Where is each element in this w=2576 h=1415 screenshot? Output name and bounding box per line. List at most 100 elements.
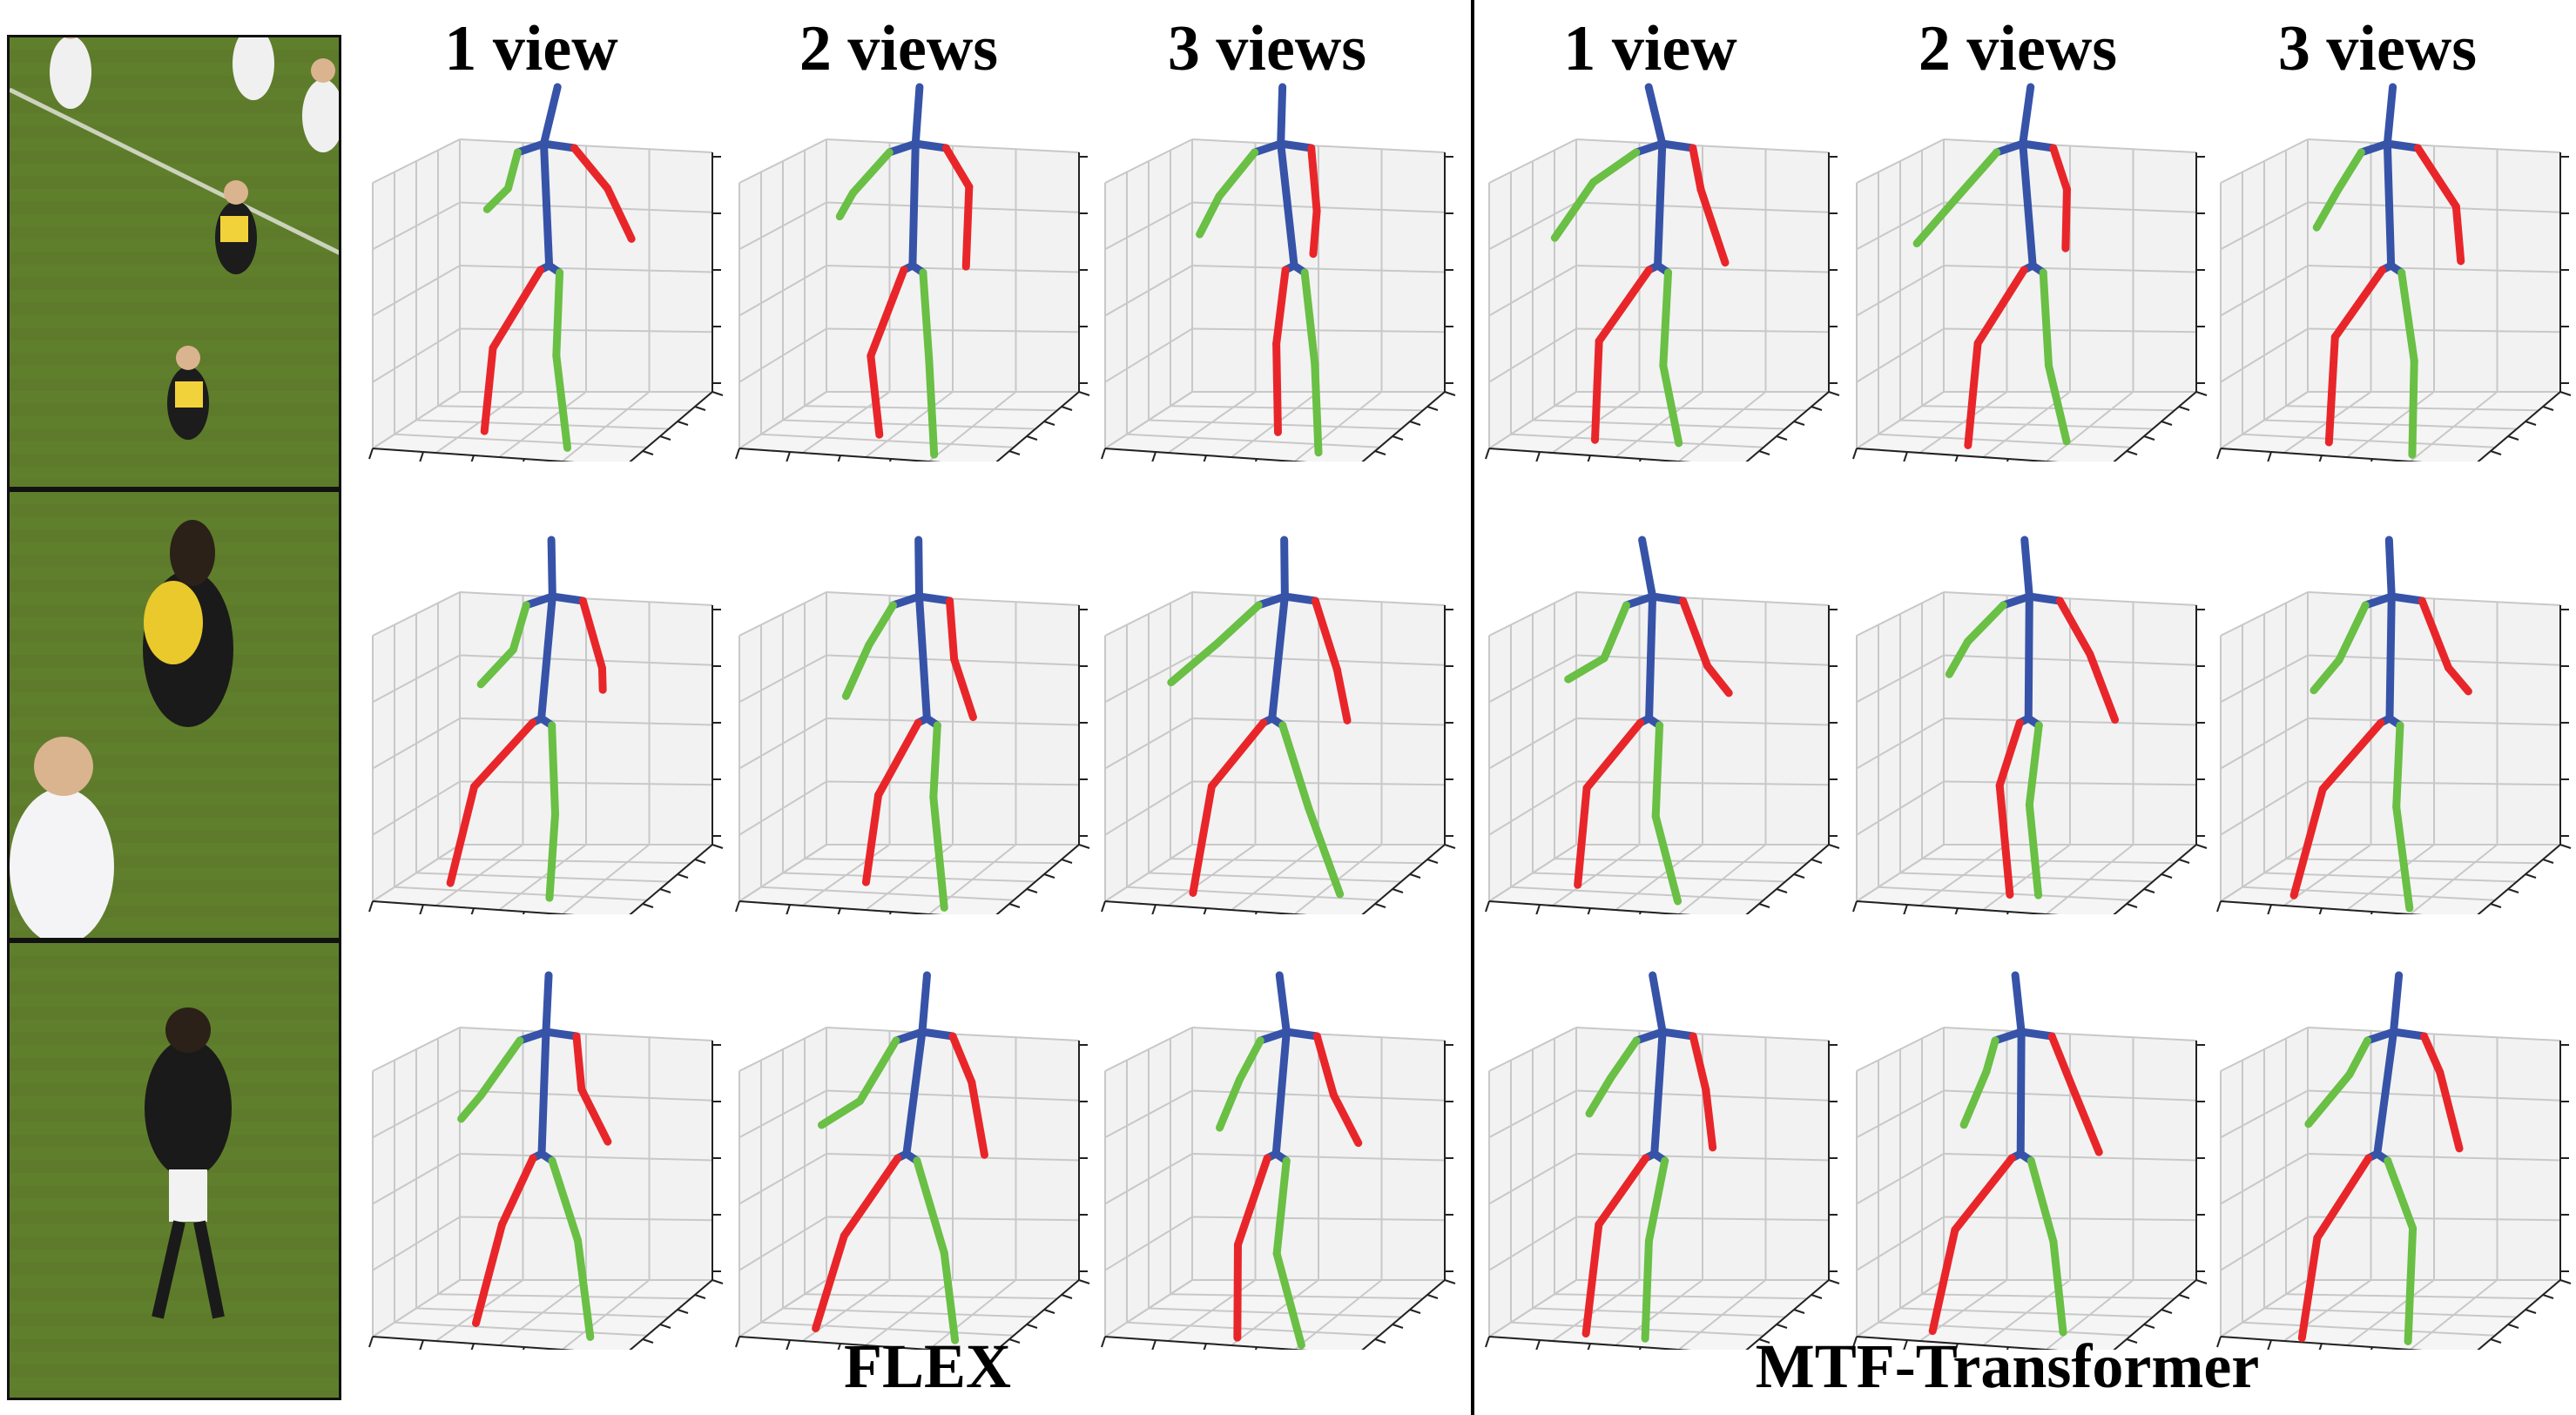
pose-panel-flex-row1-view2 bbox=[731, 52, 1091, 462]
skeleton-right-limb-bone bbox=[1564, 654, 1608, 684]
skeleton-right-limb-bone bbox=[482, 184, 512, 213]
pose-panel-mtf-row3-view3 bbox=[2212, 940, 2573, 1350]
skeleton-left-limb-bone bbox=[572, 1032, 586, 1094]
skeleton-left-limb-bone bbox=[1696, 185, 1730, 267]
skeleton-spine-bone bbox=[1275, 971, 1291, 1036]
column-title-flex-1: 1 view bbox=[444, 13, 618, 84]
skeleton-right-limb-bone bbox=[545, 810, 560, 902]
skeleton-spine-bone bbox=[911, 83, 924, 148]
skeleton-right-limb-bone bbox=[2345, 1036, 2372, 1079]
skeleton-right-limb-bone bbox=[1167, 638, 1222, 687]
skeleton-spine-bone bbox=[1254, 592, 1289, 610]
pose-3d-plot bbox=[368, 83, 724, 462]
skeleton-right-limb-bone bbox=[2312, 185, 2343, 232]
skeleton-spine-bone bbox=[2357, 139, 2391, 157]
skeleton-right-limb-bone bbox=[1272, 1156, 1291, 1258]
skeleton-right-limb-bone bbox=[1959, 1067, 1991, 1129]
skeleton-right-limb-bone bbox=[1606, 1036, 1641, 1082]
skeleton-spine-bone bbox=[1649, 971, 1667, 1036]
skeleton-spine-bone bbox=[911, 139, 950, 152]
skeleton-left-limb-bone bbox=[945, 596, 959, 664]
skeleton-spine-bone bbox=[1277, 139, 1298, 270]
skeleton-right-limb-bone bbox=[2334, 148, 2365, 194]
skeleton-right-limb-bone bbox=[476, 1036, 524, 1100]
skeleton-right-limb-bone bbox=[1651, 812, 1682, 906]
skeleton-left-limb-bone bbox=[570, 144, 611, 192]
skeleton-left-limb-bone bbox=[2324, 333, 2339, 447]
skeleton-spine-bone bbox=[1251, 139, 1285, 157]
skeleton-spine-bone bbox=[539, 139, 578, 152]
skeleton-spine-bone bbox=[542, 971, 553, 1036]
skeleton-spine-bone bbox=[1999, 592, 2033, 610]
skeleton-spine-bone bbox=[547, 536, 556, 601]
photo-icon bbox=[10, 492, 339, 938]
skeleton-left-limb-bone bbox=[2297, 1233, 2322, 1343]
skeleton-right-limb-bone bbox=[1213, 601, 1263, 647]
skeleton-spine-bone bbox=[1271, 1028, 1291, 1158]
photo-row-1 bbox=[7, 35, 341, 489]
pose-panel-flex-row1-view3 bbox=[1096, 52, 1457, 462]
skeleton-left-limb-bone bbox=[867, 352, 884, 439]
skeleton-right-limb-bone bbox=[548, 1156, 583, 1245]
skeleton-spine-bone bbox=[548, 592, 587, 605]
skeleton-spine-bone bbox=[2020, 536, 2033, 601]
skeleton-left-limb-bone bbox=[470, 718, 537, 791]
skeleton-left-limb-bone bbox=[1272, 266, 1290, 348]
skeleton-right-limb-bone bbox=[1651, 721, 1664, 821]
skeleton-left-limb-bone bbox=[2451, 202, 2465, 266]
skeleton-spine-bone bbox=[2383, 139, 2396, 270]
skeleton-left-limb-bone bbox=[941, 144, 974, 191]
skeleton-left-limb-bone bbox=[497, 1154, 537, 1229]
skeleton-spine-bone bbox=[539, 139, 554, 270]
skeleton-right-limb-bone bbox=[1964, 601, 2007, 646]
skeleton-left-limb-bone bbox=[961, 182, 974, 271]
skeleton-right-limb-bone bbox=[552, 268, 564, 360]
skeleton-right-limb-bone bbox=[2026, 1156, 2058, 1246]
skeleton-left-limb-bone bbox=[2418, 596, 2452, 672]
skeleton-spine-bone bbox=[1632, 139, 1667, 157]
skeleton-left-limb-bone bbox=[1995, 718, 2024, 790]
photo-row-2 bbox=[7, 489, 341, 940]
skeleton-right-limb-bone bbox=[925, 357, 939, 459]
skeleton-right-limb-bone bbox=[835, 189, 857, 221]
skeleton-spine-bone bbox=[902, 1028, 927, 1158]
method-divider bbox=[1471, 0, 1474, 1415]
skeleton-left-limb-bone bbox=[840, 1154, 902, 1240]
pose-3d-plot bbox=[2216, 536, 2572, 914]
skeleton-spine-bone bbox=[2011, 971, 2026, 1036]
skeleton-left-limb-bone bbox=[480, 344, 497, 435]
skeleton-spine-bone bbox=[1654, 139, 1667, 270]
skeleton-right-limb-bone bbox=[548, 721, 560, 819]
skeleton-left-limb-bone bbox=[2061, 185, 2071, 253]
skeleton-right-limb-bone bbox=[929, 721, 941, 801]
skeleton-right-limb-bone bbox=[2039, 268, 2053, 370]
pose-panel-flex-row1-view1 bbox=[364, 52, 725, 462]
skeleton-left-limb-bone bbox=[597, 664, 607, 694]
skeleton-spine-bone bbox=[1638, 536, 1657, 601]
photo-icon bbox=[10, 37, 339, 487]
skeleton-left-limb-bone bbox=[1928, 1225, 1959, 1336]
skeleton-spine-bone bbox=[1256, 1028, 1291, 1045]
pose-panel-flex-row3-view2 bbox=[731, 940, 1091, 1350]
pose-panel-mtf-row1-view2 bbox=[1848, 52, 2208, 462]
skeleton-left-limb-bone bbox=[867, 266, 908, 360]
skeleton-right-limb-bone bbox=[1196, 192, 1224, 239]
skeleton-left-limb-bone bbox=[1581, 1220, 1603, 1338]
method-label-flex: FLEX bbox=[843, 1331, 1012, 1401]
skeleton-left-limb-bone bbox=[2436, 1068, 2464, 1153]
pose-3d-plot bbox=[1485, 536, 1840, 914]
skeleton-spine-bone bbox=[1268, 592, 1289, 723]
pose-panel-mtf-row1-view3 bbox=[2212, 52, 2573, 462]
skeleton-right-limb-bone bbox=[1278, 721, 1313, 812]
skeleton-spine-bone bbox=[2017, 1028, 2056, 1041]
skeleton-right-limb-bone bbox=[1216, 1075, 1244, 1132]
skeleton-right-limb-bone bbox=[2025, 721, 2043, 809]
skeleton-right-limb-bone bbox=[1585, 1074, 1615, 1118]
skeleton-right-limb-bone bbox=[2408, 356, 2418, 459]
skeleton-left-limb-bone bbox=[2413, 144, 2460, 211]
skeleton-right-limb-bone bbox=[2384, 1156, 2418, 1233]
skeleton-left-limb-bone bbox=[2068, 1083, 2103, 1156]
skeleton-left-limb-bone bbox=[1329, 1090, 1363, 1148]
skeleton-right-limb-bone bbox=[457, 1091, 485, 1123]
